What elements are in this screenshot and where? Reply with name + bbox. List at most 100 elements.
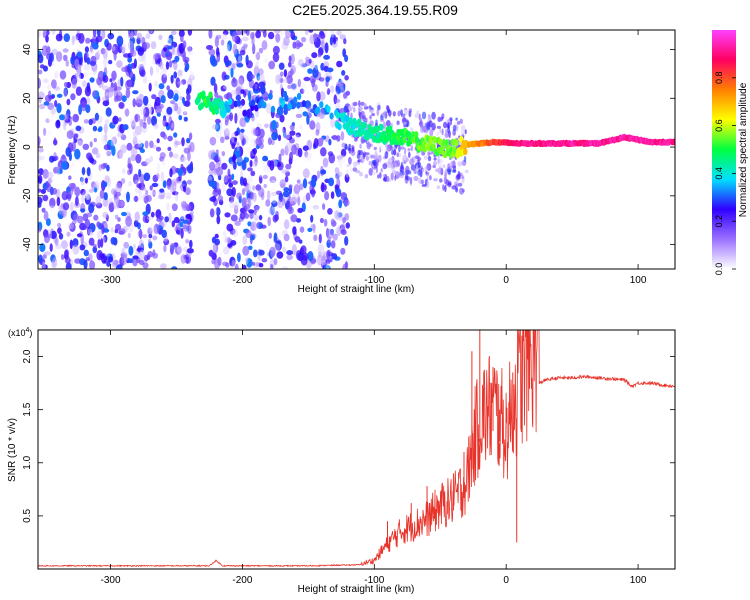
noise-blob xyxy=(186,248,194,254)
noise-blob xyxy=(299,226,305,233)
noise-blob xyxy=(121,95,127,102)
noise-blob xyxy=(305,56,310,62)
noise-blob xyxy=(393,148,397,156)
noise-blob xyxy=(284,145,289,156)
noise-blob xyxy=(447,163,451,170)
ridge-mark xyxy=(357,118,362,126)
x-tick-label: 0 xyxy=(503,575,509,586)
noise-blob xyxy=(255,52,261,60)
noise-blob xyxy=(286,254,294,261)
noise-blob xyxy=(247,175,253,184)
noise-blob xyxy=(455,117,458,121)
noise-blob xyxy=(275,74,281,85)
noise-blob xyxy=(323,218,328,227)
noise-blob xyxy=(260,201,266,207)
noise-blob xyxy=(135,153,142,164)
noise-blob xyxy=(353,161,358,167)
noise-blob xyxy=(130,62,137,69)
noise-blob xyxy=(340,131,345,141)
snr-x-label: Height of straight line (km) xyxy=(298,584,415,595)
noise-blob xyxy=(287,84,292,90)
noise-blob xyxy=(216,182,220,190)
noise-blob xyxy=(121,247,126,255)
noise-blob xyxy=(95,179,102,186)
noise-blob xyxy=(312,223,316,234)
noise-blob xyxy=(463,155,467,163)
noise-blob xyxy=(250,74,255,79)
noise-blob xyxy=(121,211,127,217)
noise-blob xyxy=(464,129,467,135)
ridge-mark xyxy=(240,98,246,106)
ridge-mark xyxy=(287,102,292,110)
noise-blob xyxy=(152,170,159,175)
noise-blob xyxy=(332,126,337,131)
noise-blob xyxy=(163,69,167,78)
noise-blob xyxy=(295,113,303,119)
noise-blob xyxy=(78,43,84,50)
noise-blob xyxy=(165,192,172,199)
noise-blob xyxy=(392,161,398,168)
noise-blob xyxy=(211,124,219,130)
noise-blob xyxy=(47,171,54,179)
noise-blob xyxy=(267,137,272,145)
noise-blob xyxy=(187,224,192,234)
noise-blob xyxy=(86,57,91,65)
noise-blob xyxy=(173,89,179,95)
noise-blob xyxy=(141,161,148,167)
noise-blob xyxy=(62,48,69,53)
noise-blob xyxy=(69,222,76,232)
noise-blob xyxy=(169,168,173,178)
noise-blob xyxy=(180,216,185,222)
noise-blob xyxy=(362,114,366,122)
noise-blob xyxy=(96,230,103,240)
snr-multiplier: (x104) xyxy=(8,327,32,338)
noise-blob xyxy=(171,203,178,212)
noise-blob xyxy=(92,125,98,132)
noise-blob xyxy=(405,169,410,175)
noise-blob xyxy=(186,45,192,56)
noise-blob xyxy=(262,30,267,38)
noise-blob xyxy=(334,167,340,175)
noise-blob xyxy=(305,192,311,202)
noise-blob xyxy=(248,90,251,102)
noise-blob xyxy=(93,214,99,221)
noise-blob xyxy=(330,240,336,249)
noise-blob xyxy=(49,205,56,212)
noise-blob xyxy=(101,224,105,235)
noise-blob xyxy=(83,249,90,257)
noise-blob xyxy=(66,130,74,140)
noise-blob xyxy=(49,52,54,63)
noise-blob xyxy=(75,125,82,132)
noise-blob xyxy=(87,226,91,236)
noise-blob xyxy=(444,184,447,193)
noise-blob xyxy=(80,188,86,196)
noise-blob xyxy=(152,53,159,61)
noise-blob xyxy=(392,169,396,176)
noise-blob xyxy=(158,215,164,220)
noise-blob xyxy=(404,173,409,181)
noise-blob xyxy=(145,33,151,40)
noise-blob xyxy=(249,137,255,148)
noise-blob xyxy=(89,77,95,83)
noise-blob xyxy=(336,173,340,184)
noise-blob xyxy=(189,239,193,249)
noise-blob xyxy=(117,132,124,138)
noise-blob xyxy=(102,181,108,188)
noise-blob xyxy=(432,164,437,169)
noise-blob xyxy=(340,229,347,236)
spectrogram-y-label: Frequency (Hz) xyxy=(7,116,18,185)
noise-blob xyxy=(187,46,193,52)
noise-blob xyxy=(221,151,226,157)
noise-blob xyxy=(403,121,407,126)
noise-blob xyxy=(267,216,272,227)
noise-blob xyxy=(341,155,346,164)
noise-blob xyxy=(423,129,429,134)
noise-blob xyxy=(255,136,262,147)
noise-blob xyxy=(428,120,433,128)
noise-blob xyxy=(102,85,107,91)
noise-blob xyxy=(69,239,73,250)
noise-blob xyxy=(186,137,191,144)
noise-blob xyxy=(214,91,219,98)
noise-blob xyxy=(222,172,229,183)
noise-blob xyxy=(429,129,434,137)
